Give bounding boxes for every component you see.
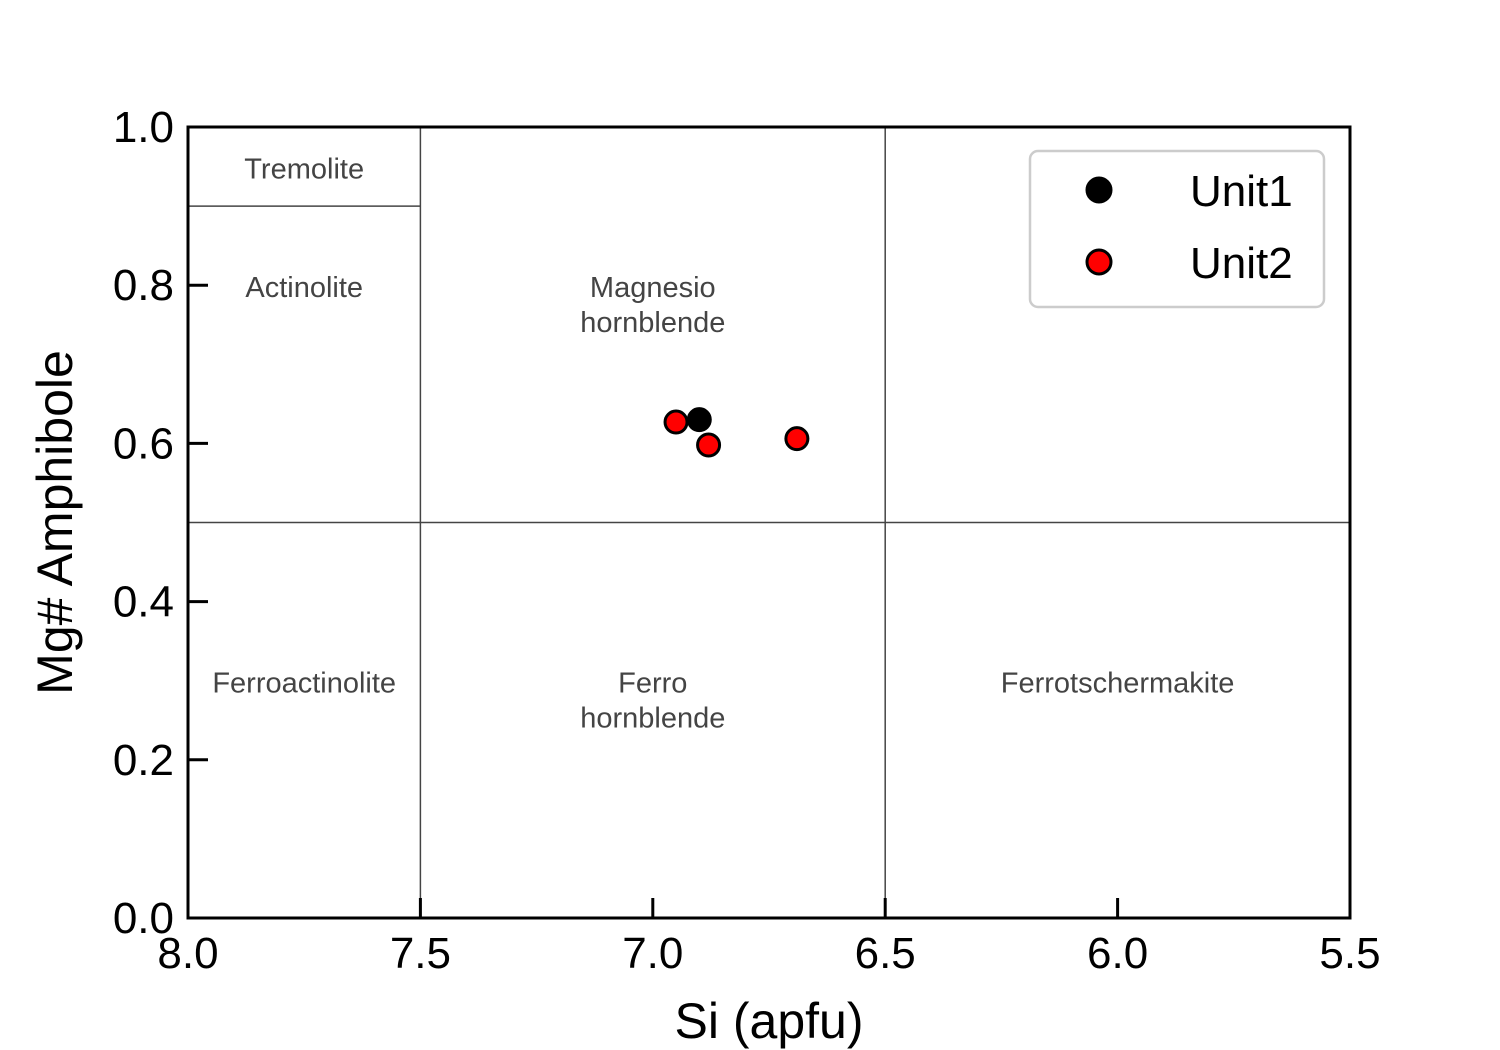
x-tick-label: 5.5 <box>1319 929 1380 978</box>
y-tick-label: 1.0 <box>113 103 174 152</box>
region-label: Ferro hornblende <box>580 668 725 735</box>
legend-label-unit1: Unit1 <box>1190 167 1293 216</box>
x-tick-label: 6.0 <box>1087 929 1148 978</box>
y-tick-label: 0.4 <box>113 578 174 627</box>
region-labels: Tremolite Actinolite Magnesio hornblende Fer… <box>212 153 1234 734</box>
x-axis-title: Si (apfu) <box>675 993 864 1049</box>
x-axis-ticks: 8.0 7.5 7.0 6.5 6.0 5.5 <box>157 898 1381 978</box>
point-unit1-0 <box>686 407 712 433</box>
plot-frame <box>186 125 1352 920</box>
legend-marker-unit1 <box>1085 176 1113 204</box>
x-tick-label: 7.5 <box>390 929 451 978</box>
y-axis-title: Mg# Amphibole <box>27 350 83 695</box>
data-points <box>663 407 810 458</box>
y-tick-label: 0.2 <box>113 736 174 785</box>
x-tick-label: 6.5 <box>855 929 916 978</box>
legend: Unit1 Unit2 <box>1028 149 1326 309</box>
point-unit2-0 <box>663 409 689 435</box>
y-tick-label: 0.0 <box>113 894 174 943</box>
y-tick-label: 0.6 <box>113 419 174 468</box>
legend-label-unit2: Unit2 <box>1190 239 1293 288</box>
legend-marker-unit2 <box>1085 248 1113 276</box>
region-label: Magnesio hornblende <box>580 272 725 339</box>
region-label: Tremolite <box>244 153 364 185</box>
point-unit2-2 <box>784 426 810 452</box>
region-label: Actinolite <box>245 272 363 304</box>
field-boundaries <box>188 127 1350 918</box>
region-label: Ferroactinolite <box>212 668 396 700</box>
x-tick-label: 8.0 <box>157 929 218 978</box>
y-tick-label: 0.8 <box>113 261 174 310</box>
y-axis-ticks: 0.0 0.2 0.4 0.6 0.8 1.0 <box>113 103 208 943</box>
region-label: Ferrotschermakite <box>1001 668 1235 700</box>
x-tick-label: 7.0 <box>622 929 683 978</box>
point-unit2-1 <box>696 432 722 458</box>
